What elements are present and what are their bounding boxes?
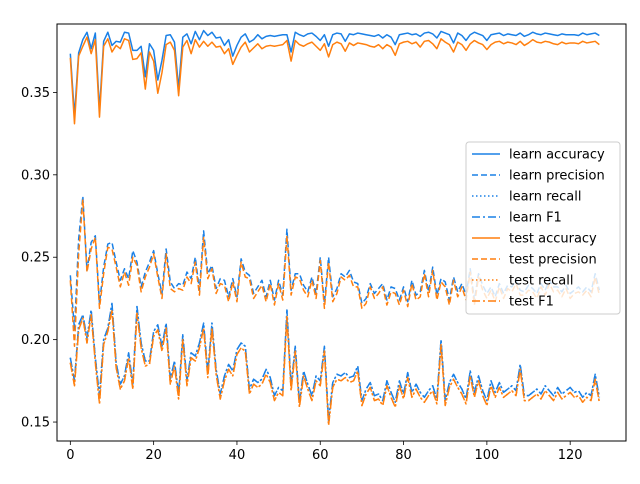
legend-label: test precision (509, 253, 597, 268)
legend-label: learn accuracy (509, 148, 605, 163)
series-line-test-accuracy (69, 36, 600, 125)
series-line-test-f1 (69, 309, 601, 427)
x-tick-label: 80 (395, 448, 412, 463)
series-line-learn-f1 (69, 302, 601, 422)
legend: learn accuracy learn precision learn recal… (465, 141, 621, 315)
legend-box (465, 141, 621, 315)
legend-label: learn precision (509, 169, 605, 184)
x-tick-label: 120 (558, 448, 583, 463)
plot-area-frame (56, 23, 627, 442)
y-tick-label: 0.25 (21, 251, 50, 266)
series-line-learn-accuracy (69, 29, 600, 117)
x-tick-label: 60 (312, 448, 329, 463)
x-tick-label: 20 (145, 448, 162, 463)
series-line-test-precision (69, 198, 601, 347)
y-tick-label: 0.30 (21, 168, 50, 183)
legend-label: learn recall (509, 190, 581, 205)
legend-label: learn F1 (509, 211, 562, 226)
x-axis: 0 20 40 60 80 100 120 (66, 441, 583, 463)
x-tick-label: 100 (474, 448, 499, 463)
y-axis: 0.15 0.20 0.25 0.30 0.35 (21, 86, 57, 431)
legend-label: test F1 (509, 295, 554, 310)
x-tick-label: 0 (66, 448, 74, 463)
x-tick-label: 40 (229, 448, 246, 463)
legend-label: test accuracy (509, 232, 597, 247)
legend-label: test recall (509, 274, 574, 289)
y-tick-label: 0.20 (21, 333, 50, 348)
y-tick-label: 0.15 (21, 416, 50, 431)
y-tick-label: 0.35 (21, 86, 50, 101)
